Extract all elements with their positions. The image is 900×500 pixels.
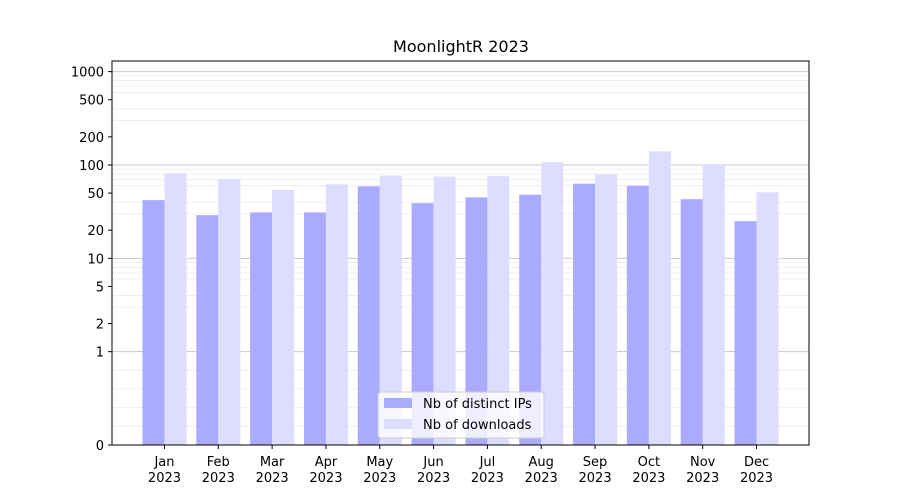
x-tick-label-year: 2023 <box>417 471 450 486</box>
bar-downloads-may <box>379 175 402 445</box>
bar-distinct-ips-mar <box>250 212 273 445</box>
bar-distinct-ips-nov <box>680 199 703 445</box>
y-tick-label: 50 <box>87 187 104 202</box>
bar-distinct-ips-may <box>357 186 380 445</box>
x-tick-label-year: 2023 <box>309 471 342 486</box>
legend-swatch-distinct-ips <box>384 398 412 408</box>
x-tick-label-month: Nov <box>690 455 716 470</box>
x-tick-label-year: 2023 <box>686 471 719 486</box>
bar-distinct-ips-dec <box>734 221 757 445</box>
legend-box <box>377 391 545 439</box>
x-tick-label-month: Mar <box>260 455 285 470</box>
bar-distinct-ips-aug <box>519 194 542 445</box>
x-tick-label-month: Jun <box>422 455 443 470</box>
bar-distinct-ips-jul <box>465 197 488 445</box>
bar-downloads-oct <box>648 151 671 445</box>
x-tick-label-month: Dec <box>744 455 769 470</box>
bar-distinct-ips-apr <box>303 212 326 445</box>
legend-swatch-downloads <box>384 419 412 429</box>
bar-distinct-ips-oct <box>626 185 649 445</box>
chart-title: MoonlightR 2023 <box>393 37 529 56</box>
x-tick-label-year: 2023 <box>579 471 612 486</box>
bar-downloads-jan <box>164 173 187 446</box>
y-tick-label: 20 <box>87 224 104 239</box>
y-tick-label: 200 <box>79 131 104 146</box>
x-tick-label-month: Feb <box>207 455 230 470</box>
x-tick-label-year: 2023 <box>363 471 396 486</box>
bar-downloads-apr <box>325 184 348 445</box>
bar-downloads-feb <box>218 178 241 445</box>
bar-downloads-mar <box>272 189 295 445</box>
x-tick-label-month: Oct <box>638 455 660 470</box>
bar-downloads-jul <box>487 176 510 445</box>
x-tick-label-year: 2023 <box>525 471 558 486</box>
y-tick-label: 500 <box>79 94 104 109</box>
x-tick-label-month: Jul <box>479 455 496 470</box>
x-tick-label-year: 2023 <box>471 471 504 486</box>
x-tick-label-month: Apr <box>315 455 338 470</box>
bars <box>142 151 779 446</box>
x-tick-label-year: 2023 <box>256 471 289 486</box>
x-tick-label-month: May <box>366 455 393 470</box>
x-tick-label-year: 2023 <box>202 471 235 486</box>
x-tick-label-month: Aug <box>529 455 554 470</box>
x-tick-label-year: 2023 <box>148 471 181 486</box>
y-tick-label: 2 <box>96 318 104 333</box>
x-tick-label-month: Sep <box>583 455 608 470</box>
bar-downloads-aug <box>541 162 564 445</box>
bar-downloads-dec <box>756 192 779 445</box>
y-tick-label: 1000 <box>71 66 104 81</box>
legend-label-downloads: Nb of downloads <box>423 418 532 433</box>
bar-distinct-ips-jun <box>411 203 434 445</box>
bar-distinct-ips-feb <box>196 215 219 445</box>
y-tick-label: 10 <box>87 252 104 267</box>
x-tick-label-year: 2023 <box>632 471 665 486</box>
bar-downloads-jun <box>433 176 456 445</box>
x-tick-label-year: 2023 <box>740 471 773 486</box>
plot-frame <box>111 60 810 446</box>
bar-downloads-nov <box>702 164 725 445</box>
legend: Nb of distinct IPs Nb of downloads <box>377 391 545 439</box>
bar-distinct-ips-sep <box>573 183 596 445</box>
x-tick-label-month: Jan <box>153 455 174 470</box>
bar-downloads-sep <box>595 174 618 446</box>
axes: Jan2023Feb2023Mar2023Apr2023May2023Jun20… <box>71 60 810 486</box>
y-tick-label: 5 <box>96 280 104 295</box>
legend-label-distinct-ips: Nb of distinct IPs <box>423 397 532 412</box>
y-tick-label: 1 <box>96 346 104 361</box>
y-tick-label: 100 <box>79 159 104 174</box>
y-tick-label: 0 <box>96 439 104 454</box>
bar-distinct-ips-jan <box>142 200 165 445</box>
